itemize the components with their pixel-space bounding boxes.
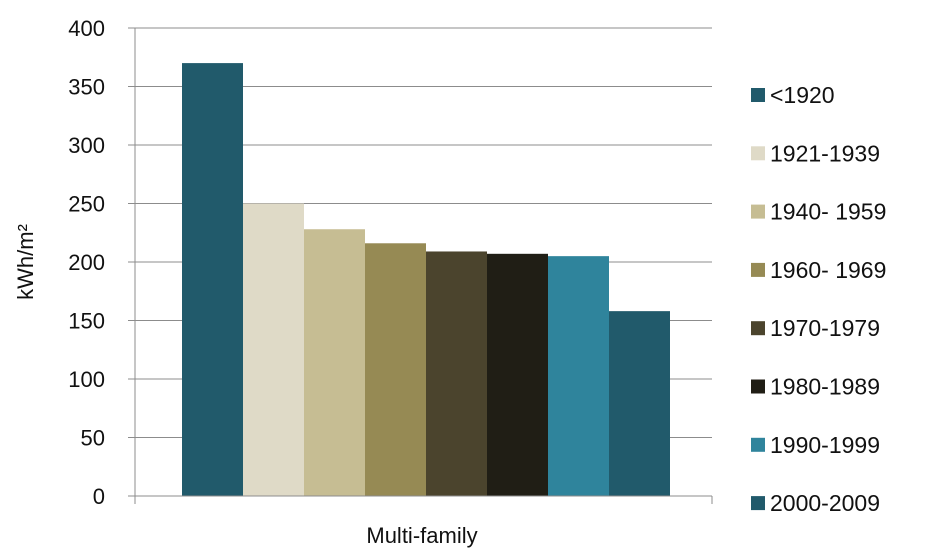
y-tick-label: 350: [68, 75, 105, 100]
y-axis-title: kWh/m²: [13, 224, 38, 300]
legend-item: 1960- 1969: [751, 257, 886, 283]
y-tick-label: 400: [68, 16, 105, 41]
legend-swatch: [751, 146, 765, 161]
bar-1960-1969: [365, 243, 426, 496]
x-axis-category-label: Multi-family: [366, 523, 477, 548]
legend-swatch: [751, 496, 765, 511]
y-tick-label: 300: [68, 133, 105, 158]
y-tick-label: 50: [81, 426, 105, 451]
legend-item: 1921-1939: [751, 140, 880, 166]
legend-swatch: [751, 379, 765, 394]
legend-item: 1980-1989: [751, 374, 880, 400]
legend-swatch: [751, 262, 765, 277]
legend-label: 1960- 1969: [770, 257, 886, 283]
legend-label: <1920: [770, 82, 835, 108]
legend-item: <1920: [751, 82, 835, 108]
y-tick-label: 0: [93, 484, 105, 509]
bar-1970-1979: [426, 251, 487, 496]
legend-label: 2000-2009: [770, 490, 880, 516]
bar-1940-1959: [304, 229, 365, 497]
bar-1921-1939: [243, 203, 304, 496]
y-tick-label: 200: [68, 250, 105, 275]
legend-item: 1940- 1959: [751, 199, 886, 225]
legend-label: 1970-1979: [770, 315, 880, 341]
legend-label: 1980-1989: [770, 374, 880, 400]
y-tick-label: 250: [68, 192, 105, 217]
axes: 0 50 100 150 200 250 300 350 400: [68, 16, 713, 509]
legend: <1920 1921-1939 1940- 1959 1960- 1969 1970-1…: [751, 82, 886, 516]
y-tick-label: 100: [68, 367, 105, 392]
y-tick-label: 150: [68, 309, 105, 334]
legend-swatch: [751, 88, 765, 102]
bar-1920: [182, 63, 243, 496]
legend-item: 1990-1999: [751, 432, 880, 458]
legend-swatch: [751, 204, 765, 219]
bar-2000-2009: [609, 311, 670, 496]
legend-label: 1940- 1959: [770, 199, 886, 225]
legend-swatch: [751, 321, 765, 336]
bar-1990-1999: [548, 256, 609, 496]
bar-1980-1989: [487, 253, 548, 496]
legend-label: 1990-1999: [770, 432, 880, 458]
legend-item: 1970-1979: [751, 315, 880, 341]
legend-swatch: [751, 437, 765, 452]
legend-label: 1921-1939: [770, 140, 880, 166]
bars: [182, 63, 670, 497]
legend-item: 2000-2009: [751, 490, 880, 516]
